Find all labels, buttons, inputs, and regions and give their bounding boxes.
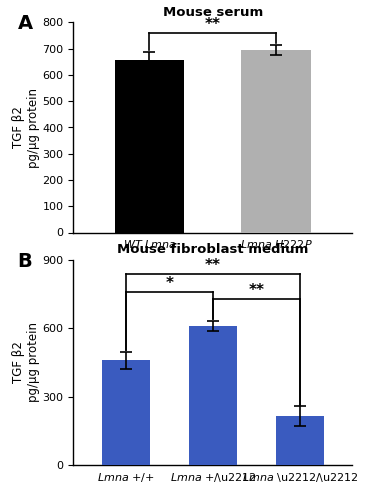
Bar: [102, 360, 150, 465]
Text: A: A: [18, 14, 33, 33]
Title: Mouse serum: Mouse serum: [163, 6, 263, 18]
Text: *: *: [165, 276, 173, 291]
Title: Mouse fibroblast medium: Mouse fibroblast medium: [117, 243, 309, 256]
Text: B: B: [18, 252, 32, 271]
Bar: [115, 60, 184, 233]
Text: **: **: [205, 258, 221, 273]
Y-axis label: TGF β2
pg/μg protein: TGF β2 pg/μg protein: [12, 88, 40, 168]
Bar: [276, 416, 324, 465]
Bar: [241, 50, 311, 232]
Text: **: **: [248, 283, 265, 298]
Text: **: **: [205, 17, 221, 32]
Y-axis label: TGF β2
pg/μg protein: TGF β2 pg/μg protein: [12, 322, 40, 402]
Bar: [189, 326, 237, 465]
